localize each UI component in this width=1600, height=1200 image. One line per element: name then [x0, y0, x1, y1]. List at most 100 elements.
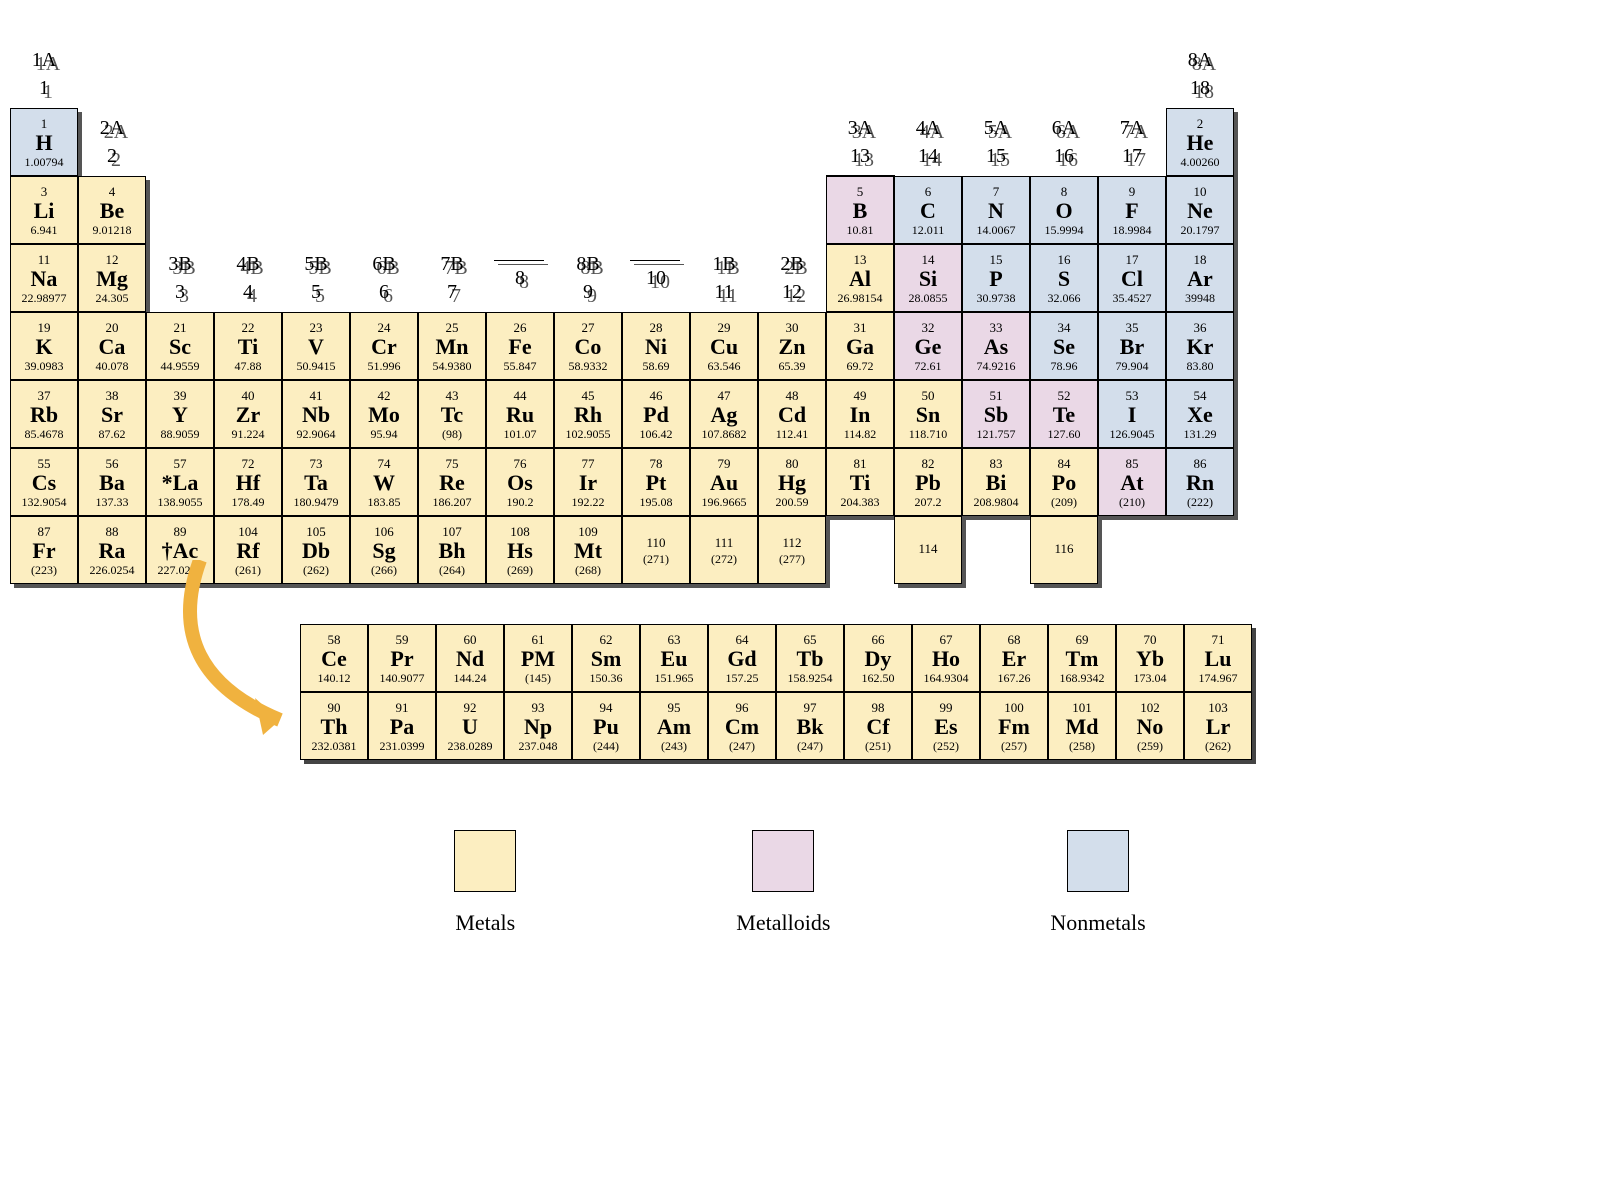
- element-cell-Be: 4Be9.01218: [78, 176, 146, 244]
- group-label: 1A1: [10, 40, 78, 108]
- atomic-mass: 20.1797: [1181, 224, 1220, 236]
- element-cell-Tb: 65Tb158.9254: [776, 624, 844, 692]
- group-num: 1: [39, 74, 49, 102]
- atomic-number: 86: [1194, 457, 1207, 470]
- element-cell-Cr: 24Cr51.996: [350, 312, 418, 380]
- element-symbol: Re: [439, 472, 465, 494]
- atomic-mass: 78.96: [1051, 360, 1078, 372]
- group-num: 13: [850, 142, 870, 170]
- atomic-mass: 58.69: [643, 360, 670, 372]
- atomic-mass: 39.0983: [25, 360, 64, 372]
- atomic-mass: 131.29: [1184, 428, 1217, 440]
- atomic-mass: (98): [442, 428, 462, 440]
- atomic-number: 69: [1076, 633, 1089, 646]
- element-symbol: H: [35, 132, 52, 154]
- atomic-mass: 178.49: [232, 496, 265, 508]
- atomic-mass: 118.710: [909, 428, 948, 440]
- element-symbol: Ba: [99, 472, 125, 494]
- element-cell-Ho: 67Ho164.9304: [912, 624, 980, 692]
- element-cell-Fe: 26Fe55.847: [486, 312, 554, 380]
- atomic-mass: 207.2: [915, 496, 942, 508]
- atomic-number: 112: [782, 536, 801, 549]
- atomic-mass: 55.847: [504, 360, 537, 372]
- element-cell-Lu: 71Lu174.967: [1184, 624, 1252, 692]
- atomic-mass: (223): [31, 564, 57, 576]
- atomic-number: 32: [922, 321, 935, 334]
- element-cell-Rf: 104Rf(261): [214, 516, 282, 584]
- element-symbol: Hg: [778, 472, 806, 494]
- atomic-mass: 51.996: [368, 360, 401, 372]
- element-cell-Ru: 44Ru101.07: [486, 380, 554, 448]
- atomic-mass: (258): [1069, 740, 1095, 752]
- atomic-number: 29: [718, 321, 731, 334]
- atomic-number: 84: [1058, 457, 1071, 470]
- element-symbol: Cd: [778, 404, 806, 426]
- element-symbol: Bh: [439, 540, 466, 562]
- element-symbol: Bk: [797, 716, 824, 738]
- atomic-number: 111: [715, 536, 734, 549]
- atomic-mass: 208.9804: [974, 496, 1019, 508]
- atomic-number: 33: [990, 321, 1003, 334]
- atomic-number: 10: [1194, 185, 1207, 198]
- group-label: 4B4: [214, 244, 282, 312]
- element-cell-Ar: 18Ar39948: [1166, 244, 1234, 312]
- element-cell-Cf: 98Cf(251): [844, 692, 912, 760]
- atomic-mass: 28.0855: [909, 292, 948, 304]
- element-symbol: Pu: [593, 716, 619, 738]
- atomic-number: 116: [1054, 542, 1073, 555]
- element-symbol: Pr: [390, 648, 413, 670]
- atomic-number: 27: [582, 321, 595, 334]
- atomic-number: 56: [106, 457, 119, 470]
- atomic-number: 59: [396, 633, 409, 646]
- element-symbol: Np: [524, 716, 552, 738]
- atomic-mass: 95.94: [371, 428, 398, 440]
- element-symbol: Fm: [998, 716, 1030, 738]
- atomic-number: 34: [1058, 321, 1071, 334]
- atomic-number: 9: [1129, 185, 1136, 198]
- atomic-number: 17: [1126, 253, 1139, 266]
- element-symbol: S: [1058, 268, 1070, 290]
- atomic-number: 18: [1194, 253, 1207, 266]
- legend-label: Metalloids: [736, 910, 830, 936]
- element-symbol: *La: [162, 472, 199, 494]
- element-symbol: Sr: [101, 404, 123, 426]
- atomic-mass: 107.8682: [702, 428, 747, 440]
- group-num: 7: [447, 278, 457, 306]
- element-cell-Hf: 72Hf178.49: [214, 448, 282, 516]
- element-cell-Ni: 28Ni58.69: [622, 312, 690, 380]
- element-symbol: Ti: [850, 472, 870, 494]
- legend-label: Metals: [455, 910, 515, 936]
- element-cell-Mt: 109Mt(268): [554, 516, 622, 584]
- atomic-mass: (247): [729, 740, 755, 752]
- element-cell-Cl: 17Cl35.4527: [1098, 244, 1166, 312]
- element-cell-Al: 13Al26.98154: [826, 244, 894, 312]
- element-symbol: In: [850, 404, 871, 426]
- group-num: 15: [986, 142, 1006, 170]
- group-label: 2A2: [78, 108, 146, 176]
- atomic-number: 13: [854, 253, 867, 266]
- element-cell-Si: 14Si28.0855: [894, 244, 962, 312]
- group-label: 3B3: [146, 244, 214, 312]
- element-cell-Tm: 69Tm168.9342: [1048, 624, 1116, 692]
- element-cell-Xe: 54Xe131.29: [1166, 380, 1234, 448]
- element-cell-Fr: 87Fr(223): [10, 516, 78, 584]
- group-a: 4A: [916, 114, 940, 142]
- atomic-mass: 173.04: [1134, 672, 1167, 684]
- group-label: 6B6: [350, 244, 418, 312]
- atomic-number: 99: [940, 701, 953, 714]
- element-symbol: Ca: [99, 336, 126, 358]
- atomic-mass: 58.9332: [569, 360, 608, 372]
- atomic-number: 35: [1126, 321, 1139, 334]
- atomic-mass: 26.98154: [838, 292, 883, 304]
- atomic-number: 78: [650, 457, 663, 470]
- element-symbol: Rf: [236, 540, 259, 562]
- atomic-number: 94: [600, 701, 613, 714]
- element-cell-Fm: 100Fm(257): [980, 692, 1048, 760]
- atomic-number: 95: [668, 701, 681, 714]
- atomic-number: 42: [378, 389, 391, 402]
- element-symbol: Ti: [238, 336, 258, 358]
- eightb-line: [630, 260, 680, 261]
- atomic-mass: 88.9059: [161, 428, 200, 440]
- atomic-number: 50: [922, 389, 935, 402]
- group-a: 8B: [576, 250, 599, 278]
